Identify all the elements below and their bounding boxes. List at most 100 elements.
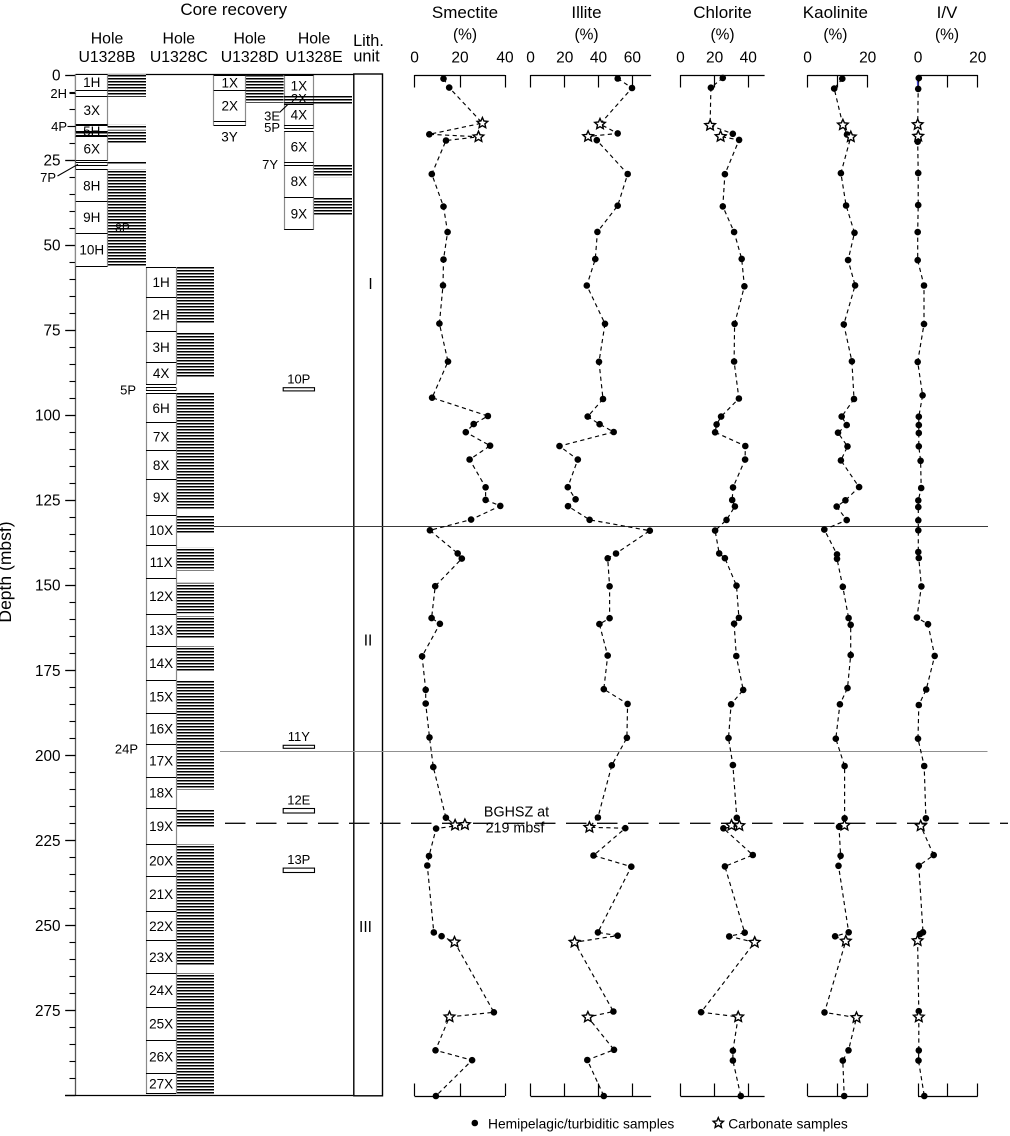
svg-text:8X: 8X	[153, 458, 170, 473]
svg-text:(%): (%)	[710, 27, 734, 44]
svg-text:24X: 24X	[149, 983, 173, 998]
svg-text:1H: 1H	[83, 75, 100, 90]
svg-text:1X: 1X	[222, 76, 239, 91]
svg-text:150: 150	[35, 578, 61, 595]
svg-text:16X: 16X	[149, 722, 173, 737]
svg-text:Hole: Hole	[298, 30, 331, 47]
svg-text:10X: 10X	[149, 523, 173, 538]
svg-text:U1328E: U1328E	[286, 49, 343, 66]
svg-text:20: 20	[859, 50, 877, 67]
svg-text:Illite: Illite	[571, 3, 601, 22]
svg-text:(%): (%)	[453, 27, 477, 44]
svg-text:175: 175	[35, 663, 61, 680]
svg-text:unit: unit	[353, 47, 380, 65]
svg-text:0: 0	[52, 67, 61, 84]
svg-text:8X: 8X	[291, 174, 308, 189]
svg-text:10H: 10H	[79, 243, 104, 258]
svg-text:7Y: 7Y	[262, 157, 278, 172]
svg-text:6H: 6H	[152, 401, 169, 416]
svg-text:Chlorite: Chlorite	[693, 3, 752, 22]
svg-text:20: 20	[969, 50, 987, 67]
svg-text:25X: 25X	[149, 1017, 173, 1032]
svg-text:21X: 21X	[149, 887, 173, 902]
svg-text:0: 0	[803, 50, 812, 67]
svg-text:6X: 6X	[291, 139, 308, 154]
svg-text:25: 25	[43, 153, 60, 170]
svg-text:1H: 1H	[152, 275, 169, 290]
svg-text:4X: 4X	[291, 108, 308, 123]
svg-text:7X: 7X	[153, 429, 170, 444]
svg-text:23X: 23X	[149, 950, 173, 965]
svg-text:3X: 3X	[83, 103, 100, 118]
svg-text:19X: 19X	[149, 819, 173, 834]
svg-text:20X: 20X	[149, 853, 173, 868]
svg-text:14X: 14X	[149, 656, 173, 671]
svg-text:5P: 5P	[120, 383, 136, 398]
svg-text:U1328D: U1328D	[221, 49, 279, 66]
svg-text:50: 50	[43, 238, 60, 255]
svg-text:22X: 22X	[149, 919, 173, 934]
svg-text:Hole: Hole	[91, 30, 124, 47]
svg-text:10P: 10P	[287, 372, 310, 387]
svg-text:250: 250	[35, 918, 61, 935]
svg-text:12E: 12E	[287, 792, 310, 807]
svg-text:Depth (mbsf): Depth (mbsf)	[0, 521, 15, 622]
svg-text:0: 0	[410, 50, 419, 67]
svg-text:I: I	[368, 276, 372, 293]
svg-text:4P: 4P	[51, 119, 67, 134]
svg-text:Kaolinite: Kaolinite	[803, 3, 868, 22]
svg-text:200: 200	[35, 748, 61, 765]
svg-text:2H: 2H	[50, 86, 67, 101]
svg-text:8H: 8H	[83, 178, 100, 193]
svg-text:225: 225	[35, 833, 61, 850]
svg-text:Hemipelagic/turbiditic samples: Hemipelagic/turbiditic samples	[488, 1116, 674, 1131]
svg-text:(%): (%)	[935, 27, 959, 44]
svg-text:0: 0	[526, 50, 535, 67]
svg-text:75: 75	[43, 323, 60, 340]
svg-text:3Y: 3Y	[221, 130, 238, 145]
svg-text:125: 125	[35, 493, 61, 510]
svg-text:7P: 7P	[40, 170, 56, 185]
svg-text:26X: 26X	[149, 1050, 173, 1065]
svg-text:0: 0	[914, 50, 923, 67]
svg-text:III: III	[359, 919, 372, 936]
svg-text:11Y: 11Y	[288, 729, 310, 744]
svg-text:1X: 1X	[291, 78, 308, 93]
svg-text:Hole: Hole	[163, 30, 196, 47]
svg-text:11X: 11X	[150, 555, 173, 570]
svg-text:3H: 3H	[152, 340, 169, 355]
svg-text:60: 60	[624, 50, 642, 67]
svg-text:20: 20	[451, 50, 469, 67]
svg-text:2X: 2X	[222, 99, 239, 114]
svg-text:Hole: Hole	[233, 30, 266, 47]
svg-text:BGHSZ at: BGHSZ at	[484, 804, 549, 820]
svg-text:12X: 12X	[149, 589, 173, 604]
svg-text:27X: 27X	[149, 1076, 173, 1091]
svg-text:I/V: I/V	[937, 3, 958, 22]
svg-text:20: 20	[556, 50, 574, 67]
svg-text:4X: 4X	[153, 366, 170, 381]
svg-text:II: II	[364, 633, 373, 650]
svg-text:Core recovery: Core recovery	[180, 0, 287, 19]
svg-text:20: 20	[706, 50, 724, 67]
svg-text:(%): (%)	[574, 27, 598, 44]
svg-text:13X: 13X	[149, 623, 173, 638]
svg-text:6X: 6X	[83, 141, 100, 156]
svg-text:Carbonate samples: Carbonate samples	[728, 1116, 848, 1131]
svg-text:2H: 2H	[152, 308, 169, 323]
svg-text:9H: 9H	[83, 210, 100, 225]
svg-text:24P: 24P	[115, 742, 138, 757]
svg-text:Smectite: Smectite	[432, 3, 498, 22]
svg-text:40: 40	[496, 50, 514, 67]
svg-text:219 mbsf: 219 mbsf	[486, 821, 545, 837]
svg-text:U1328B: U1328B	[78, 49, 135, 66]
svg-text:U1328C: U1328C	[150, 49, 208, 66]
svg-text:15X: 15X	[149, 689, 173, 704]
svg-text:9X: 9X	[153, 490, 170, 505]
svg-text:100: 100	[35, 408, 61, 425]
svg-text:0: 0	[676, 50, 685, 67]
svg-text:Lith.: Lith.	[353, 32, 384, 50]
svg-text:40: 40	[590, 50, 608, 67]
svg-text:40: 40	[740, 50, 758, 67]
svg-text:17X: 17X	[149, 754, 173, 769]
